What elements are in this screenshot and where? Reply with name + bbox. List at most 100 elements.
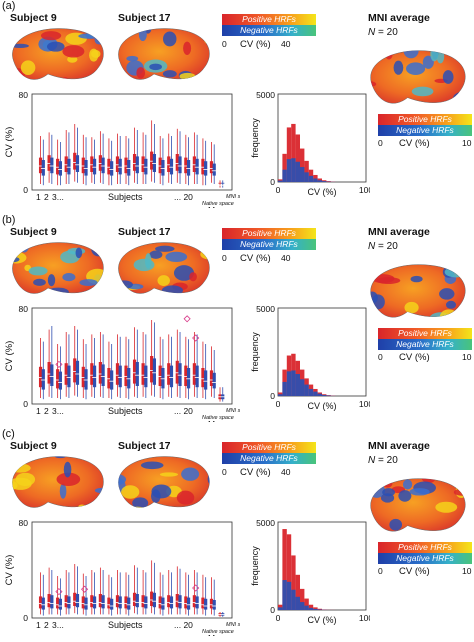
brain-blob <box>128 507 146 513</box>
box-iqr <box>84 369 87 389</box>
box-iqr <box>124 158 127 174</box>
box-iqr <box>159 158 162 174</box>
subject-colorbar: Positive HRFs Negative HRFs <box>222 228 316 250</box>
box-iqr <box>210 370 213 386</box>
cv-histogram: 50000frequency0100CV (%) <box>250 90 370 202</box>
histogram-bar <box>322 181 326 182</box>
box-iqr <box>144 596 147 608</box>
box-iqr <box>99 155 102 171</box>
mni-scale-max: 10 <box>462 352 471 362</box>
box-iqr <box>159 366 162 386</box>
histogram-bar <box>309 389 313 396</box>
subject-scale-max: 40 <box>281 253 290 263</box>
brain-blob <box>95 35 104 45</box>
box-iqr <box>110 161 113 175</box>
hist-y-tick-min: 0 <box>270 605 275 615</box>
brain-blob <box>145 253 151 269</box>
brain-blob <box>204 32 212 44</box>
box-iqr <box>82 367 85 387</box>
box-iqr <box>124 596 127 608</box>
mni-n: N = 20 <box>368 27 398 38</box>
histogram-bar <box>300 379 304 396</box>
box-iqr <box>153 154 156 172</box>
hist-x-axis-label: CV (%) <box>308 401 337 411</box>
box-iqr <box>48 594 51 607</box>
box-iqr <box>42 598 45 610</box>
box-iqr <box>50 364 53 386</box>
box-iqr <box>153 593 156 607</box>
box-iqr <box>204 599 207 610</box>
box-iqr <box>144 366 147 388</box>
x-tick-2: 2 <box>44 620 49 630</box>
box-iqr <box>184 366 187 386</box>
brain-blob <box>366 291 377 303</box>
x-mni-space: MNI space <box>226 194 240 200</box>
brain-blob <box>183 42 191 55</box>
hist-y-tick-max: 5000 <box>256 304 275 314</box>
box-iqr <box>73 593 76 606</box>
histogram-bar <box>318 394 322 396</box>
brain-blob <box>439 288 454 299</box>
x-mni-space: MNI space <box>226 622 240 628</box>
negative-hrf-colorbar: Negative HRFs <box>222 25 316 36</box>
box-iqr <box>67 159 70 175</box>
brain-surface <box>118 457 209 508</box>
brain-blob <box>404 302 418 313</box>
box-iqr <box>144 159 147 175</box>
brain-blob <box>99 492 110 508</box>
mni-scale-min: 0 <box>378 138 383 148</box>
box-iqr <box>67 596 70 608</box>
box-iqr <box>184 158 187 174</box>
box-iqr <box>218 183 221 184</box>
y-tick-max: 80 <box>19 90 29 100</box>
histogram-bar <box>278 394 282 396</box>
histogram-bar <box>282 382 286 396</box>
box-iqr <box>176 361 179 384</box>
box-iqr <box>184 596 187 608</box>
box-iqr <box>178 156 181 173</box>
x-tick-2: 2 <box>44 192 49 202</box>
brain-blob <box>376 277 400 284</box>
mni-negative-hrf-colorbar: Negative HRFs <box>378 339 472 350</box>
brain-blob <box>430 47 438 62</box>
mni-positive-hrf-colorbar: Positive HRFs <box>378 328 472 339</box>
x-axis-subjects: Subjects <box>108 192 143 202</box>
positive-hrf-colorbar: Positive HRFs <box>222 14 316 25</box>
x-tick-1: 1 <box>36 192 41 202</box>
brain-blob <box>200 249 217 259</box>
histogram-bar <box>309 608 313 610</box>
brain-blob <box>360 53 377 63</box>
histogram-bar <box>322 395 326 396</box>
mni-n-variable: N <box>368 241 375 252</box>
brain-blob <box>78 33 102 39</box>
box-iqr <box>127 598 130 610</box>
box-iqr <box>116 363 119 385</box>
y-tick-min: 0 <box>23 613 28 623</box>
box-iqr <box>93 596 96 608</box>
box-iqr <box>59 599 62 610</box>
brain-blob <box>177 491 194 505</box>
x-tick-20: ... 20 <box>174 192 193 202</box>
hist-y-tick-min: 0 <box>270 177 275 187</box>
brain-blob <box>411 276 423 282</box>
box-iqr <box>50 595 53 608</box>
box-iqr <box>204 370 207 389</box>
y-axis-label: CV (%) <box>4 127 15 158</box>
box-iqr <box>196 366 199 388</box>
histogram-bar <box>313 392 317 396</box>
y-axis-label: CV (%) <box>4 341 15 372</box>
box-iqr <box>76 594 79 607</box>
box-iqr <box>102 158 105 174</box>
brain-blob <box>141 462 164 470</box>
brain-blob <box>454 489 471 496</box>
subject-scale-max: 40 <box>281 39 290 49</box>
subject-scale-max: 40 <box>281 467 290 477</box>
brain-blob <box>394 61 404 75</box>
box-iqr <box>187 368 190 388</box>
box-iqr <box>93 159 96 175</box>
histogram-bar <box>313 609 317 610</box>
box-iqr <box>42 369 45 389</box>
figure-panel: (a) Subject 9 Subject 17 Positive HRFs N… <box>0 0 474 214</box>
